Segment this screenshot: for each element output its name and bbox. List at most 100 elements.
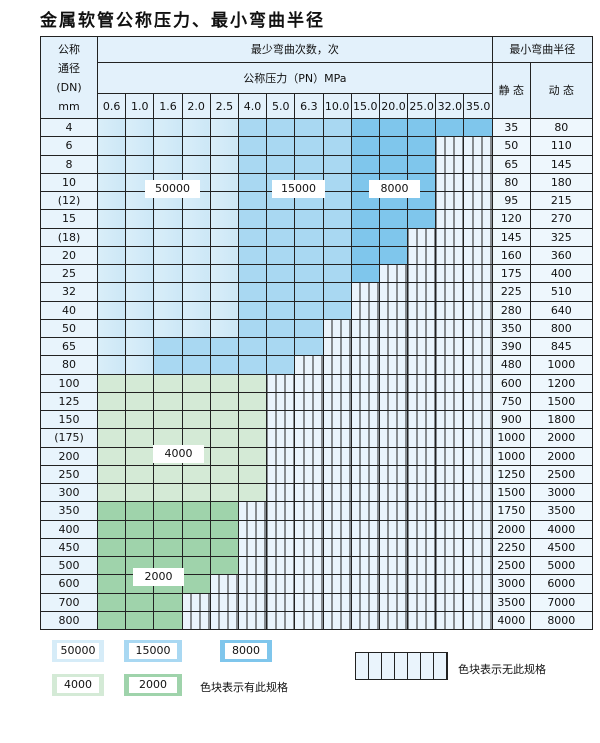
available-cell — [181, 391, 211, 412]
static-radius-cell: 225 — [491, 282, 531, 302]
unavailable-cell — [294, 574, 324, 594]
available-cell — [209, 409, 239, 430]
unavailable-cell — [463, 464, 493, 485]
available-cell — [209, 282, 239, 302]
unavailable-cell — [237, 574, 268, 594]
unavailable-cell — [435, 336, 465, 357]
table-row: 20 160 360 — [40, 245, 593, 266]
unavailable-cell — [463, 263, 493, 284]
unavailable-cell — [463, 136, 493, 156]
unavailable-cell — [322, 428, 352, 448]
unavailable-cell — [350, 282, 380, 302]
unavailable-cell — [407, 464, 437, 485]
available-cell — [181, 154, 211, 174]
dn-cell: 10 — [40, 172, 98, 193]
static-radius-cell: 1500 — [491, 482, 531, 503]
legend-50000: 50000 — [52, 640, 104, 662]
dn-cell: (12) — [40, 190, 98, 211]
unavailable-cell — [266, 373, 296, 393]
available-cell — [96, 446, 127, 466]
legend-15000: 15000 — [124, 640, 182, 662]
static-radius-cell: 160 — [491, 245, 531, 266]
available-cell — [96, 190, 127, 211]
available-cell — [153, 136, 183, 156]
available-cell — [125, 409, 155, 430]
static-radius-cell: 3500 — [491, 592, 531, 612]
available-cell — [237, 282, 268, 302]
available-cell — [181, 117, 211, 138]
unavailable-cell — [463, 336, 493, 357]
available-cell — [435, 117, 465, 138]
dn-header-line: mm — [58, 99, 80, 113]
dynamic-radius-cell: 2000 — [529, 428, 593, 448]
static-radius-cell: 3000 — [491, 574, 531, 594]
dn-cell: 150 — [40, 409, 98, 430]
unavailable-cell — [463, 555, 493, 576]
available-cell — [153, 373, 183, 393]
static-radius-cell: 175 — [491, 263, 531, 284]
unavailable-cell — [350, 355, 380, 375]
dynamic-radius-cell: 2500 — [529, 464, 593, 485]
table-row: 100 600 1200 — [40, 373, 593, 393]
available-cell — [209, 519, 239, 539]
available-cell — [237, 391, 268, 412]
available-cell — [209, 263, 239, 284]
static-radius-cell: 600 — [491, 373, 531, 393]
unavailable-cell — [266, 555, 296, 576]
unavailable-cell — [322, 482, 352, 503]
unavailable-cell — [378, 610, 409, 631]
available-cell — [350, 154, 380, 174]
available-cell — [266, 318, 296, 339]
static-radius-cell: 120 — [491, 209, 531, 229]
available-cell — [209, 154, 239, 174]
unavailable-cell — [435, 537, 465, 558]
available-cell — [294, 209, 324, 229]
dn-cell: 200 — [40, 446, 98, 466]
region-label-2000: 2000 — [133, 568, 184, 586]
available-cell — [153, 464, 183, 485]
available-cell — [294, 300, 324, 320]
available-cell — [125, 482, 155, 503]
unavailable-cell — [407, 428, 437, 448]
available-cell — [378, 245, 409, 266]
unavailable-cell — [294, 592, 324, 612]
available-cell — [96, 136, 127, 156]
unavailable-cell — [407, 519, 437, 539]
available-cell — [181, 318, 211, 339]
unavailable-cell — [350, 409, 380, 430]
unavailable-cell — [435, 391, 465, 412]
unavailable-cell — [237, 555, 268, 576]
available-cell — [463, 117, 493, 138]
unavailable-cell — [435, 446, 465, 466]
available-cell — [266, 300, 296, 320]
unavailable-cell — [350, 300, 380, 320]
unavailable-cell — [237, 537, 268, 558]
available-cell — [181, 355, 211, 375]
legend-label: 8000 — [225, 643, 267, 659]
available-cell — [237, 446, 268, 466]
available-cell — [181, 555, 211, 576]
unavailable-cell — [294, 555, 324, 576]
available-cell — [237, 245, 268, 266]
available-cell — [209, 227, 239, 247]
unavailable-cell — [435, 574, 465, 594]
table-row: 500 2500 5000 — [40, 555, 593, 576]
available-cell — [125, 355, 155, 375]
available-cell — [209, 446, 239, 466]
unavailable-cell — [407, 263, 437, 284]
available-cell — [294, 336, 324, 357]
unavailable-cell — [435, 555, 465, 576]
unavailable-cell — [237, 519, 268, 539]
unavailable-cell — [378, 464, 409, 485]
table-row: 6 50 110 — [40, 136, 593, 156]
available-cell — [125, 519, 155, 539]
static-radius-cell: 35 — [491, 117, 531, 138]
available-cell — [96, 172, 127, 193]
table-row: 800 4000 8000 — [40, 610, 593, 631]
unavailable-cell — [407, 555, 437, 576]
available-cell — [209, 318, 239, 339]
unavailable-cell — [294, 428, 324, 448]
available-cell — [181, 519, 211, 539]
static-radius-cell: 80 — [491, 172, 531, 193]
available-cell — [266, 263, 296, 284]
